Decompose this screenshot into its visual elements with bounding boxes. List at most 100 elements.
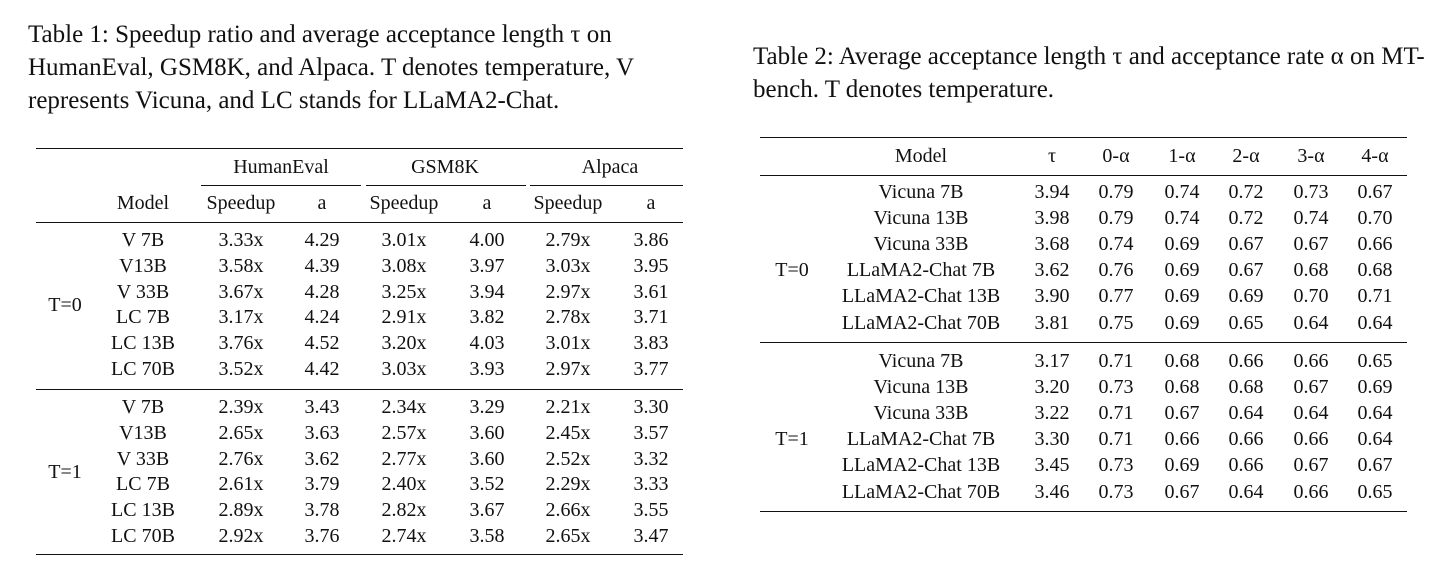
t2-value-cell: 0.64: [1357, 311, 1393, 334]
t2-value-cell: 0.68: [1293, 259, 1329, 282]
t2-value-cell: 0.69: [1164, 285, 1200, 308]
t2-value-cell: 0.69: [1164, 311, 1200, 334]
t1-group-header: GSM8K: [411, 156, 479, 178]
t2-header-rule: [760, 175, 1407, 176]
t1-subheader: a: [482, 192, 492, 214]
t2-model-cell: LLaMA2-Chat 13B: [841, 454, 1001, 477]
t1-value-cell: 3.29: [469, 396, 505, 418]
t2-value-cell: 3.98: [1034, 207, 1070, 230]
t1-value-cell: 3.67x: [218, 280, 264, 303]
t2-value-cell: 0.66: [1228, 428, 1264, 451]
t2-value-cell: 3.68: [1034, 233, 1070, 256]
t2-model-cell: LLaMA2-Chat 7B: [846, 428, 996, 451]
t2-value-cell: 0.70: [1293, 285, 1329, 308]
t2-header: 0-α: [1102, 145, 1130, 167]
t2-top-rule: [760, 137, 1407, 138]
t1-model-cell: V 7B: [121, 396, 165, 418]
t1-value-cell: 2.57x: [381, 421, 427, 444]
t2-value-cell: 0.65: [1357, 480, 1393, 503]
t2-value-cell: 0.79: [1098, 207, 1134, 230]
t2-value-cell: 0.72: [1228, 207, 1264, 230]
t1-value-cell: 3.60: [469, 421, 505, 444]
t2-value-cell: 0.67: [1293, 233, 1329, 256]
t1-value-cell: 2.39x: [218, 396, 264, 418]
t1-value-cell: 3.47: [633, 525, 669, 547]
t2-value-cell: 3.30: [1034, 428, 1070, 451]
t2-model-cell: Vicuna 7B: [878, 181, 964, 203]
t2-value-cell: 0.67: [1164, 480, 1200, 503]
t2-model-cell: LLaMA2-Chat 70B: [841, 480, 1001, 503]
t2-value-cell: 0.66: [1357, 233, 1393, 256]
t2-value-cell: 3.81: [1034, 311, 1070, 334]
t1-value-cell: 4.24: [304, 306, 340, 329]
t2-value-cell: 0.64: [1293, 311, 1329, 334]
t2-value-cell: 0.71: [1098, 402, 1134, 425]
table2-caption: Table 2: Average acceptance length τ and…: [753, 43, 1425, 103]
t1-value-cell: 3.76: [304, 525, 340, 547]
t1-value-cell: 3.67: [469, 499, 505, 522]
t2-value-cell: 3.20: [1034, 376, 1070, 399]
t1-value-cell: 3.20x: [381, 332, 427, 355]
t2-value-cell: 0.74: [1293, 207, 1329, 230]
t2-value-cell: 0.67: [1293, 454, 1329, 477]
t1-model-cell: LC 13B: [111, 332, 175, 355]
t1-value-cell: 3.78: [304, 499, 340, 522]
table1-caption: Table 1: Speedup ratio and average accep…: [28, 21, 634, 114]
t1-temp-label: T=0: [48, 293, 82, 316]
t1-value-cell: 3.76x: [218, 332, 264, 355]
t1-value-cell: 3.77: [633, 358, 669, 380]
t2-value-cell: 0.74: [1164, 207, 1200, 230]
t2-value-cell: 0.69: [1164, 454, 1200, 477]
t1-value-cell: 2.29x: [545, 473, 591, 496]
t2-value-cell: 0.71: [1098, 350, 1134, 372]
t1-value-cell: 3.08x: [381, 254, 427, 277]
t1-group-header: Alpaca: [581, 156, 639, 178]
t1-value-cell: 3.01x: [381, 229, 427, 251]
t1-group-header: HumanEval: [233, 156, 329, 178]
t2-temp-label: T=0: [775, 259, 809, 282]
t1-value-cell: 3.55: [633, 499, 669, 522]
t1-value-cell: 3.83: [633, 332, 669, 355]
t1-value-cell: 3.33x: [218, 229, 264, 251]
t2-value-cell: 0.66: [1228, 350, 1264, 372]
t1-subheader: Speedup: [533, 192, 603, 214]
t1-model-cell: V13B: [119, 421, 167, 444]
t1-value-cell: 3.58x: [218, 254, 264, 277]
t1-value-cell: 3.30: [633, 396, 669, 418]
t1-value-cell: 3.97: [469, 254, 505, 277]
t2-value-cell: 0.66: [1164, 428, 1200, 451]
t2-temp-label: T=1: [775, 428, 809, 451]
t2-model-cell: Vicuna 33B: [873, 233, 969, 256]
t1-subheader: a: [317, 192, 327, 214]
t1-value-cell: 3.32: [633, 447, 669, 470]
t2-value-cell: 0.66: [1228, 454, 1264, 477]
t1-value-cell: 2.66x: [545, 499, 591, 522]
t2-value-cell: 0.67: [1228, 233, 1264, 256]
t1-value-cell: 2.92x: [218, 525, 264, 547]
t2-value-cell: 0.64: [1357, 428, 1393, 451]
t2-value-cell: 0.68: [1164, 376, 1200, 399]
t1-model-cell: LC 13B: [111, 499, 175, 522]
t2-value-cell: 0.67: [1228, 259, 1264, 282]
t2-value-cell: 0.69: [1357, 376, 1393, 399]
t2-value-cell: 0.70: [1357, 207, 1393, 230]
t2-value-cell: 0.68: [1228, 376, 1264, 399]
t2-value-cell: 0.66: [1293, 480, 1329, 503]
t2-header: 4-α: [1361, 145, 1389, 167]
t2-value-cell: 3.90: [1034, 285, 1070, 308]
t1-mid-rule: [36, 389, 683, 390]
t2-value-cell: 0.69: [1228, 285, 1264, 308]
t1-value-cell: 2.78x: [545, 306, 591, 329]
t1-value-cell: 4.52: [304, 332, 340, 355]
t1-top-rule: [36, 148, 683, 149]
t2-value-cell: 0.66: [1293, 428, 1329, 451]
t1-model-cell: LC 70B: [111, 358, 175, 380]
t1-subheader: Speedup: [369, 192, 439, 214]
t2-mid-rule: [760, 342, 1407, 343]
t1-value-cell: 2.76x: [218, 447, 264, 470]
t2-value-cell: 0.77: [1098, 285, 1134, 308]
t1-value-cell: 4.28: [304, 280, 340, 303]
t2-model-cell: Vicuna 7B: [878, 350, 964, 372]
t1-value-cell: 4.29: [304, 229, 340, 251]
t2-value-cell: 0.68: [1164, 350, 1200, 372]
